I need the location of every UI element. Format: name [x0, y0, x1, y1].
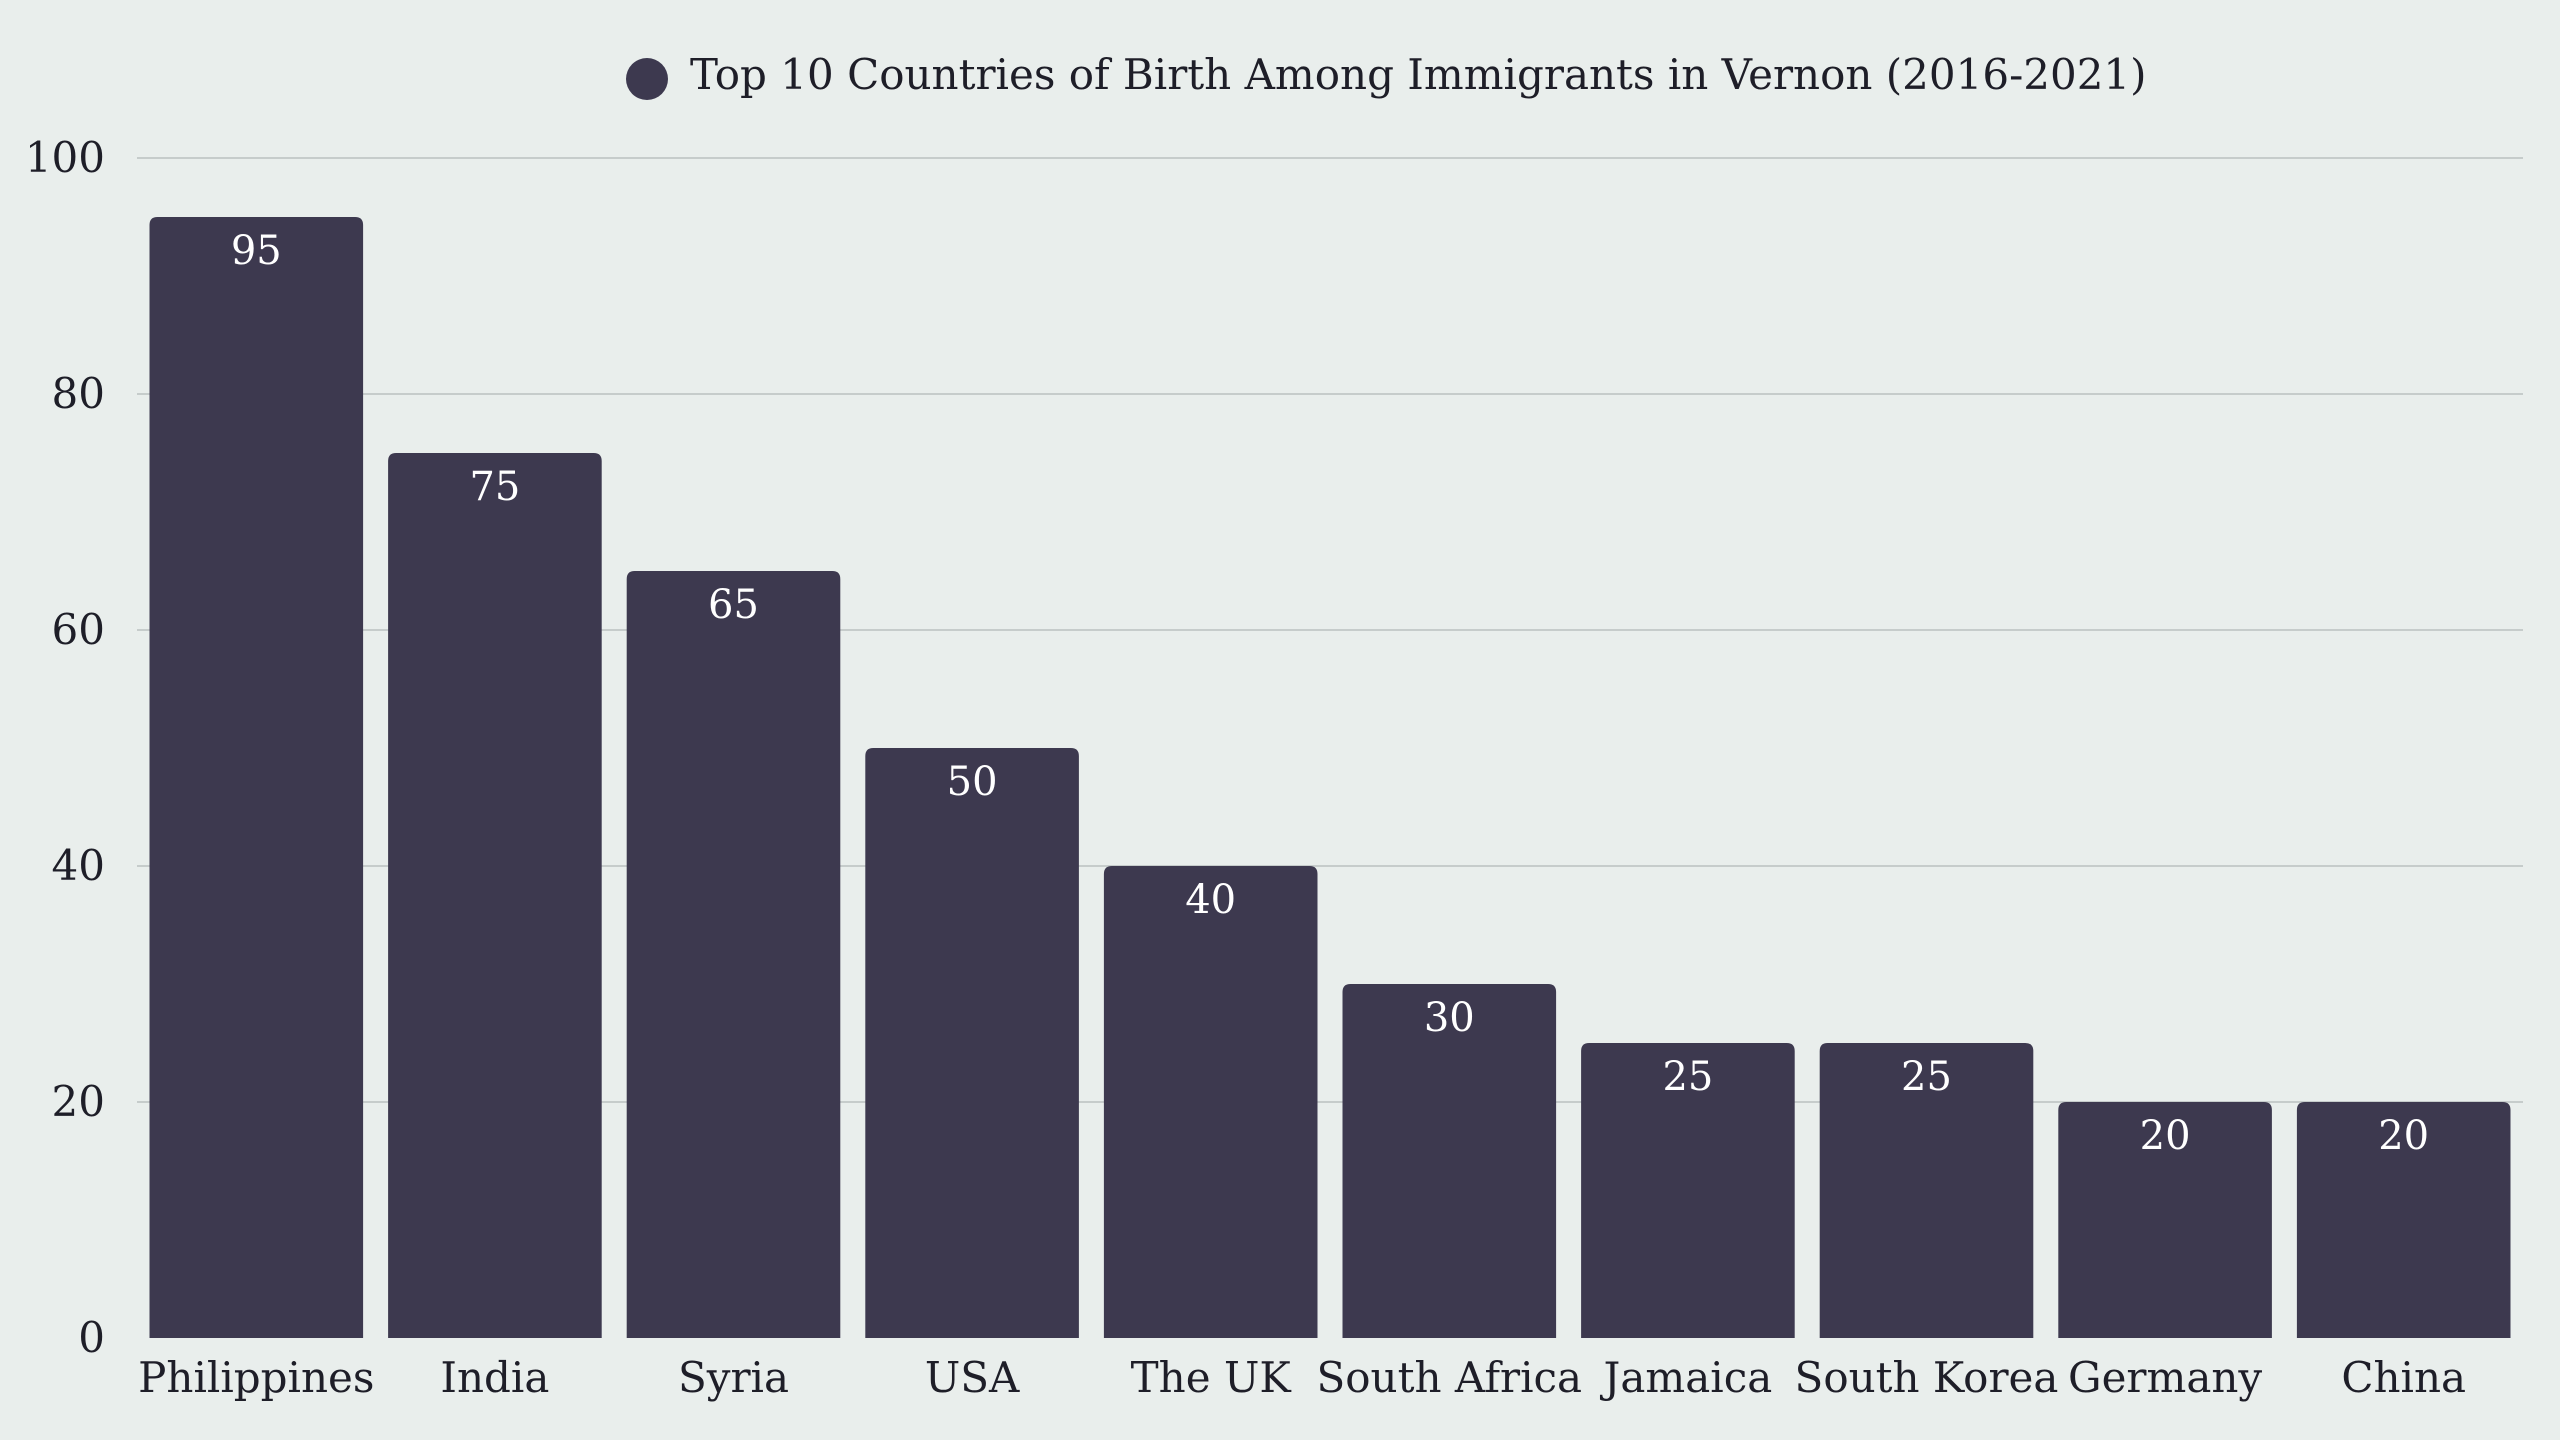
x-category-label: Jamaica — [1600, 1353, 1773, 1402]
x-axis-labels: Philippines India Syria USA The UK South Afri… — [138, 1353, 2466, 1402]
bar[interactable] — [2296, 1102, 2511, 1338]
bar[interactable] — [1819, 1043, 2034, 1338]
y-tick-label: 20 — [52, 1077, 105, 1126]
bar[interactable] — [1581, 1043, 1795, 1338]
bar-value-label: 25 — [1901, 1054, 1952, 1100]
bars — [149, 217, 2511, 1338]
x-category-label: USA — [925, 1353, 1020, 1402]
bar-value-label: 40 — [1185, 877, 1236, 923]
bar[interactable] — [1103, 866, 1318, 1338]
bar-value-label: 20 — [2140, 1113, 2191, 1159]
bar[interactable] — [149, 217, 364, 1338]
y-tick-label: 60 — [52, 605, 105, 654]
bar-value-label: 50 — [947, 759, 998, 805]
x-category-label: China — [2341, 1353, 2466, 1402]
x-category-label: South Africa — [1316, 1353, 1582, 1402]
x-category-label: India — [440, 1353, 549, 1402]
x-category-label: Syria — [678, 1353, 789, 1402]
y-tick-label: 100 — [25, 133, 105, 182]
legend[interactable]: Top 10 Countries of Birth Among Immigran… — [626, 50, 2147, 100]
bar-value-label: 30 — [1424, 995, 1475, 1041]
bar[interactable] — [388, 453, 602, 1338]
x-category-label: Philippines — [138, 1353, 374, 1402]
x-category-label: South Korea — [1795, 1353, 2059, 1402]
bar-value-label: 25 — [1662, 1054, 1713, 1100]
x-category-label: Germany — [2068, 1353, 2262, 1402]
bar[interactable] — [2058, 1102, 2272, 1338]
legend-marker-icon — [626, 58, 668, 100]
bar[interactable] — [865, 748, 1079, 1338]
bar-value-label: 75 — [469, 464, 520, 510]
y-tick-label: 80 — [52, 369, 105, 418]
value-labels: 95 75 65 50 40 30 25 25 20 20 — [231, 228, 2429, 1159]
bar[interactable] — [626, 571, 841, 1338]
y-axis-ticks: 0 20 40 60 80 100 — [25, 133, 105, 1362]
bar-value-label: 20 — [2378, 1113, 2429, 1159]
x-category-label: The UK — [1131, 1353, 1293, 1402]
bar-value-label: 65 — [708, 582, 759, 628]
y-tick-label: 40 — [52, 841, 105, 890]
bar-value-label: 95 — [231, 228, 282, 274]
y-tick-label: 0 — [78, 1313, 105, 1362]
legend-label: Top 10 Countries of Birth Among Immigran… — [690, 50, 2147, 99]
bar[interactable] — [1342, 984, 1557, 1338]
